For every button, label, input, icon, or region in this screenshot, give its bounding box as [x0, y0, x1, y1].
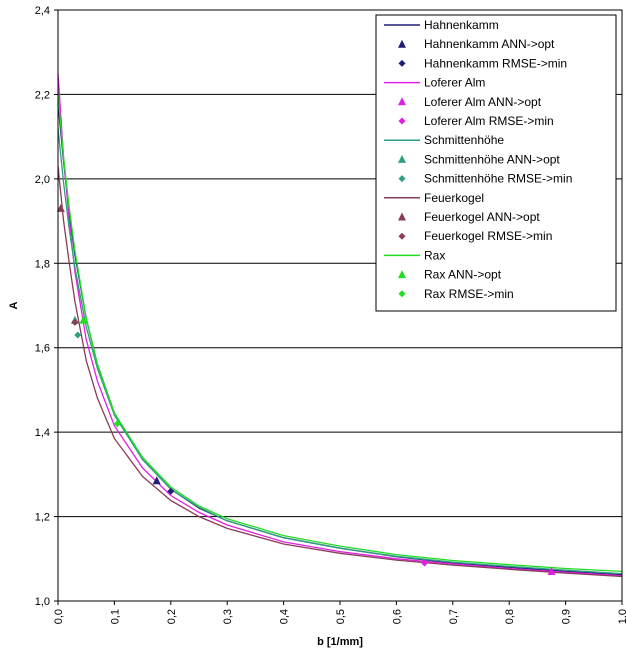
- data-point-diamond: [167, 487, 175, 495]
- y-tick-label: 1,4: [35, 427, 50, 439]
- x-tick-label: 0,0: [53, 609, 65, 624]
- legend-triangle-key: [398, 154, 406, 163]
- legend-label: Schmittenhöhe: [424, 133, 504, 147]
- y-tick-label: 1,0: [35, 596, 50, 608]
- y-axis-label: A: [8, 301, 20, 309]
- x-tick-label: 0,1: [109, 609, 121, 624]
- data-point-triangle: [152, 476, 161, 485]
- legend-label: Loferer Alm ANN->opt: [424, 95, 542, 109]
- y-tick-label: 1,6: [35, 343, 50, 355]
- y-tick-label: 2,0: [35, 174, 50, 186]
- curve-layer: [57, 73, 623, 578]
- x-tick-label: 0,5: [335, 609, 347, 624]
- x-tick-label: 0,7: [448, 609, 460, 624]
- legend-label: Feuerkogel ANN->opt: [424, 210, 540, 224]
- legend-triangle-key: [398, 212, 406, 221]
- legend-diamond-key: [398, 232, 406, 240]
- legend-diamond-key: [398, 117, 406, 125]
- legend-triangle-key: [398, 270, 406, 279]
- legend-label: Hahnenkamm: [424, 18, 499, 32]
- data-point-triangle: [56, 203, 65, 212]
- legend-triangle-key: [398, 97, 406, 106]
- legend-label: Schmittenhöhe RMSE->min: [424, 172, 572, 186]
- legend-label: Rax: [424, 248, 445, 262]
- x-tick-label: 1,0: [617, 609, 626, 624]
- marker-layer: [56, 203, 556, 575]
- legend: Hahnenkamm Hahnenkamm ANN->opt Hahnenkamm …: [375, 14, 617, 312]
- data-point-triangle: [79, 315, 88, 324]
- x-axis-label: b [1/mm]: [317, 636, 363, 648]
- x-tick-label: 0,4: [279, 609, 291, 624]
- legend-label: Hahnenkamm ANN->opt: [424, 37, 555, 51]
- legend-label: Loferer Alm RMSE->min: [424, 114, 554, 128]
- series-line-feuerkogel: [57, 166, 623, 578]
- legend-label: Hahnenkamm RMSE->min: [424, 56, 567, 70]
- x-tick-label: 0,8: [504, 609, 516, 624]
- y-tick-label: 1,2: [35, 512, 50, 524]
- data-point-triangle: [547, 566, 556, 575]
- legend-diamond-key: [398, 59, 406, 67]
- x-axis-ticks: 0,0 0,1 0,2 0,3 0,4 0,5 0,6 0,7 0,8 0,9 1,0: [53, 601, 626, 624]
- legend-label: Rax ANN->opt: [424, 268, 502, 282]
- legend-label: Rax RMSE->min: [424, 287, 514, 301]
- series-line-rax: [57, 94, 623, 573]
- series-line-schmittenh-he: [57, 128, 623, 575]
- data-point-diamond: [71, 318, 79, 326]
- x-tick-label: 0,3: [222, 609, 234, 624]
- data-point-diamond: [74, 331, 82, 339]
- y-tick-label: 1,8: [35, 258, 50, 270]
- y-tick-label: 2,4: [35, 5, 50, 17]
- x-tick-label: 0,6: [391, 609, 403, 624]
- x-tick-label: 0,2: [166, 609, 178, 624]
- data-point-diamond: [421, 559, 429, 567]
- legend-label: Feuerkogel: [424, 191, 484, 205]
- grid-lines: [58, 9, 622, 602]
- y-tick-label: 2,2: [35, 89, 50, 101]
- legend-label: Feuerkogel RMSE->min: [424, 229, 552, 243]
- legend-label: Loferer Alm: [424, 76, 485, 90]
- y-axis-ticks: 1,0 1,2 1,4 1,6 1,8 2,0 2,2 2,4: [35, 5, 58, 608]
- legend-triangle-key: [398, 39, 406, 48]
- x-tick-label: 0,9: [561, 609, 573, 624]
- data-point-diamond: [113, 420, 121, 428]
- legend-diamond-key: [398, 175, 406, 183]
- legend-label: Schmittenhöhe ANN->opt: [424, 152, 560, 166]
- legend-box: [375, 14, 617, 312]
- legend-diamond-key: [398, 290, 406, 298]
